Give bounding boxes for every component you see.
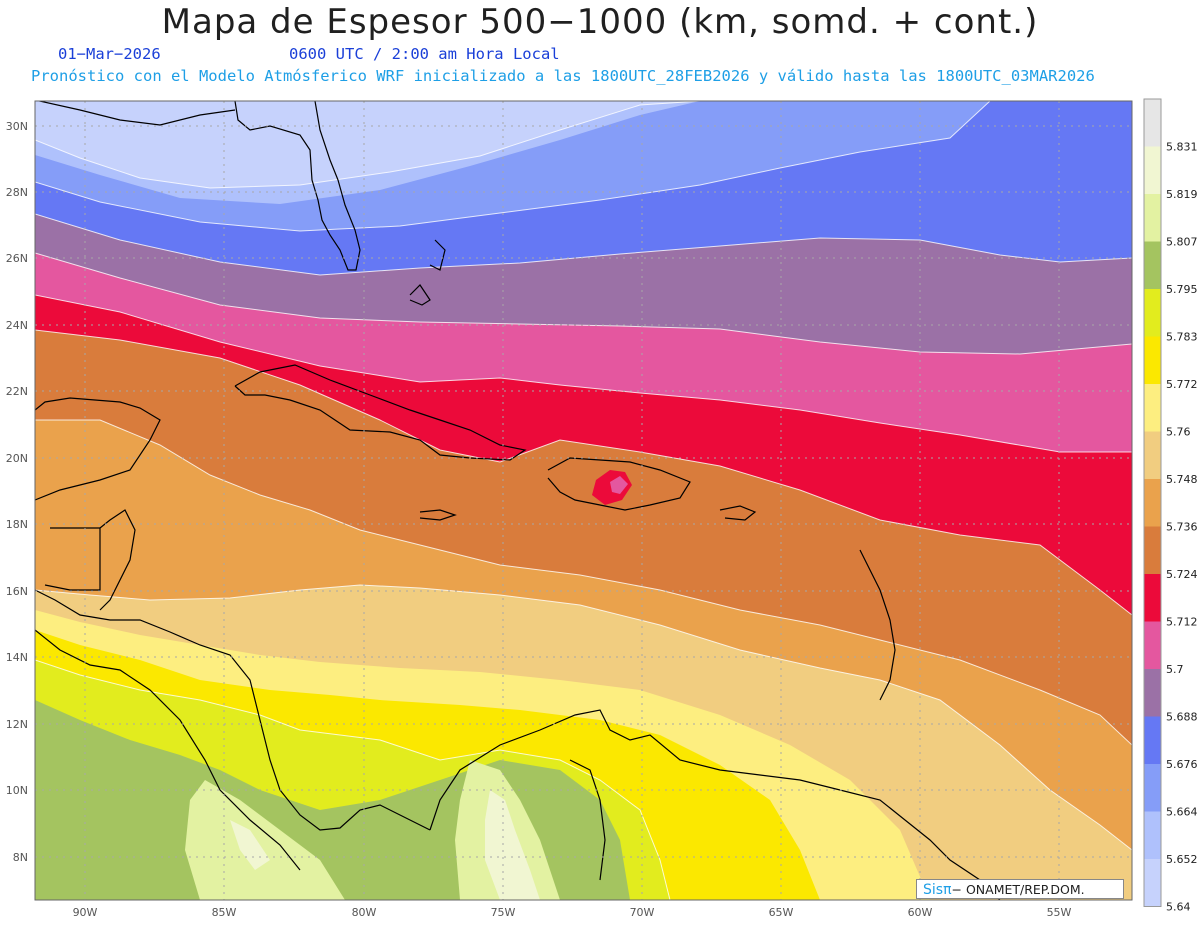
legend-swatch bbox=[1144, 336, 1161, 384]
legend-swatch bbox=[1144, 716, 1161, 764]
forecast-time: 0600 UTC / 2:00 am Hora Local bbox=[289, 45, 560, 63]
legend-swatch bbox=[1144, 859, 1161, 907]
legend-swatch bbox=[1144, 621, 1161, 669]
lat-label: 24N bbox=[6, 319, 28, 332]
sispi-logo-text: Sisπ bbox=[923, 882, 952, 898]
model-info: Pronóstico con el Modelo Atmósferico WRF… bbox=[31, 67, 1095, 85]
legend-swatch bbox=[1144, 384, 1161, 432]
lon-label: 80W bbox=[352, 906, 377, 919]
credit-box: Sisπ− ONAMET/REP.DOM. bbox=[916, 879, 1124, 899]
legend-label: 5.76 bbox=[1166, 426, 1191, 439]
legend-label: 5.736 bbox=[1166, 521, 1198, 534]
legend-swatch bbox=[1144, 479, 1161, 527]
lat-label: 12N bbox=[6, 718, 28, 731]
lon-label: 75W bbox=[491, 906, 516, 919]
legend-swatch bbox=[1144, 669, 1161, 717]
lat-label: 20N bbox=[6, 452, 28, 465]
legend-label: 5.772 bbox=[1166, 378, 1198, 391]
credit-text: − ONAMET/REP.DOM. bbox=[951, 882, 1085, 897]
lat-label: 30N bbox=[6, 120, 28, 133]
thickness-field bbox=[35, 101, 1132, 900]
color-legend: 5.831 5.819 5.807 5.795 5.783 5.772 5.76 5.748 5… bbox=[1143, 98, 1198, 914]
lat-label: 18N bbox=[6, 518, 28, 531]
longitude-axis: 90W 85W 80W 75W 70W 65W 60W 55W bbox=[73, 906, 1072, 919]
legend-label: 5.783 bbox=[1166, 331, 1198, 344]
legend-swatch bbox=[1144, 194, 1161, 242]
contour-lines bbox=[35, 101, 1132, 900]
legend-label: 5.712 bbox=[1166, 616, 1198, 629]
legend-label: 5.748 bbox=[1166, 473, 1198, 486]
lat-label: 22N bbox=[6, 385, 28, 398]
latitude-axis: 30N 28N 26N 24N 22N 20N 18N 16N 14N 12N … bbox=[6, 120, 28, 864]
legend-swatch bbox=[1144, 146, 1161, 194]
plot-frame bbox=[34, 100, 1133, 901]
legend-label: 5.724 bbox=[1166, 568, 1198, 581]
legend-label: 5.7 bbox=[1166, 663, 1184, 676]
legend-swatch bbox=[1144, 289, 1161, 337]
lat-label: 8N bbox=[13, 851, 28, 864]
legend-swatch bbox=[1144, 811, 1161, 859]
legend-swatch bbox=[1144, 526, 1161, 574]
lat-label: 16N bbox=[6, 585, 28, 598]
lat-label: 26N bbox=[6, 252, 28, 265]
lat-label: 14N bbox=[6, 651, 28, 664]
legend-swatch bbox=[1144, 574, 1161, 622]
legend-swatch bbox=[1144, 241, 1161, 289]
legend-label: 5.64 bbox=[1166, 901, 1191, 914]
lon-label: 65W bbox=[769, 906, 794, 919]
legend-label: 5.819 bbox=[1166, 188, 1198, 201]
lat-label: 10N bbox=[6, 784, 28, 797]
legend-swatch bbox=[1144, 431, 1161, 479]
legend-label: 5.664 bbox=[1166, 806, 1198, 819]
lat-label: 28N bbox=[6, 186, 28, 199]
grid-lines bbox=[35, 101, 1132, 900]
legend-label: 5.831 bbox=[1166, 141, 1198, 154]
lon-label: 70W bbox=[630, 906, 655, 919]
legend-swatch bbox=[1144, 99, 1161, 147]
lon-label: 60W bbox=[908, 906, 933, 919]
lon-label: 55W bbox=[1047, 906, 1072, 919]
legend-label: 5.652 bbox=[1166, 853, 1198, 866]
lon-label: 85W bbox=[212, 906, 237, 919]
map-title: Mapa de Espesor 500−1000 (km, somd. + co… bbox=[161, 2, 1039, 42]
legend-label: 5.688 bbox=[1166, 711, 1198, 724]
legend-frame bbox=[1143, 98, 1162, 907]
legend-swatch bbox=[1144, 764, 1161, 812]
forecast-date: 01−Mar−2026 bbox=[58, 45, 161, 63]
legend-label: 5.795 bbox=[1166, 283, 1198, 296]
lon-label: 90W bbox=[73, 906, 98, 919]
legend-label: 5.676 bbox=[1166, 758, 1198, 771]
legend-label: 5.807 bbox=[1166, 236, 1198, 249]
coastlines bbox=[35, 101, 1001, 900]
